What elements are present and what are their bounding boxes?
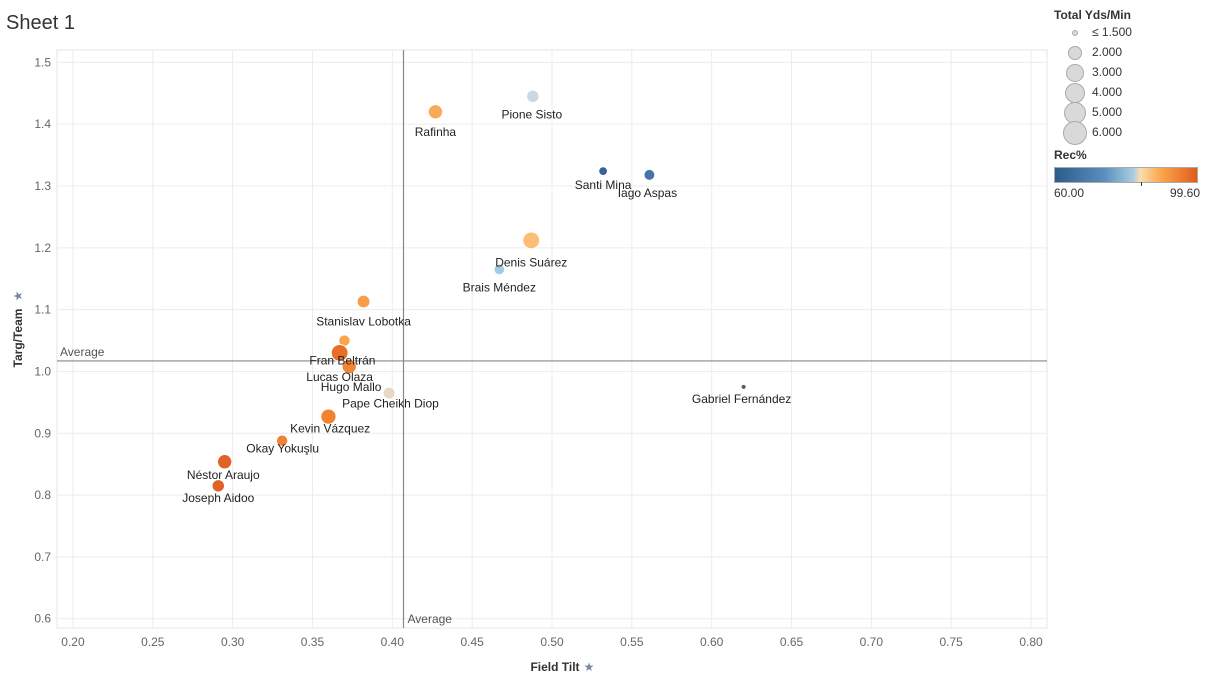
x-tick-label: 0.45 xyxy=(460,635,484,649)
x-tick-label: 0.80 xyxy=(1019,635,1043,649)
size-legend-item: 5.000 xyxy=(1054,101,1204,125)
size-legend-label: 2.000 xyxy=(1092,45,1123,59)
axes-layer: 0.20 0.25 0.30 0.35 0.40 0.45 0.50 0.55 0.60 0.65… xyxy=(11,55,1043,674)
y-tick-label: 1.1 xyxy=(34,303,51,317)
x-tick-label: 0.75 xyxy=(940,635,964,649)
y-tick-label: 1.4 xyxy=(34,117,51,131)
y-tick-label: 0.8 xyxy=(34,488,51,502)
color-ramp-tick xyxy=(1141,182,1142,186)
data-point xyxy=(320,408,337,425)
y-tick-label: 0.7 xyxy=(34,550,51,564)
color-ramp xyxy=(1054,167,1198,186)
size-legend-circle xyxy=(1062,120,1087,146)
size-legend-label: ≤ 1.500 xyxy=(1092,25,1132,39)
color-range: 60.00 99.60 xyxy=(1054,186,1204,202)
size-legend-circle xyxy=(1066,64,1084,82)
y-axis-title: Targ/Team xyxy=(11,309,25,368)
data-point xyxy=(643,168,656,181)
data-point xyxy=(275,434,289,447)
size-legend-circle xyxy=(1067,45,1083,61)
size-legend-circle xyxy=(1065,83,1085,103)
size-legend-item: 3.000 xyxy=(1054,62,1204,82)
data-point xyxy=(341,358,357,375)
size-legend-item: ≤ 1.500 xyxy=(1054,22,1204,42)
x-tick-label: 0.65 xyxy=(780,635,804,649)
point-label: Fran Beltrán xyxy=(309,354,375,368)
x-axis-title: Field Tilt xyxy=(530,660,579,674)
point-label: Hugo Mallo xyxy=(321,380,382,394)
data-point xyxy=(427,104,444,120)
size-legend-item: 4.000 xyxy=(1054,82,1204,103)
y-tick-label: 0.6 xyxy=(34,612,51,626)
x-axis-pin-icon: ★ xyxy=(584,660,595,674)
y-tick-label: 1.0 xyxy=(34,364,51,378)
points-layer xyxy=(211,89,747,493)
point-label: Pione Sisto xyxy=(501,107,562,121)
data-point xyxy=(526,89,540,104)
point-label: Brais Méndez xyxy=(463,280,536,294)
color-min-label: 60.00 xyxy=(1054,186,1085,200)
size-legend-circle xyxy=(1072,30,1078,36)
scatter-chart[interactable]: Average Average Pione Sisto Rafinha Santi M… xyxy=(0,0,1050,685)
size-legend-item: 2.000 xyxy=(1054,42,1204,62)
point-label: Joseph Aidoo xyxy=(182,491,254,505)
point-label: Santi Mina xyxy=(575,178,632,192)
size-legend-label: 3.000 xyxy=(1092,65,1123,79)
y-tick-label: 1.5 xyxy=(34,55,51,69)
color-legend-title: Rec% xyxy=(1054,148,1087,162)
data-point xyxy=(740,383,747,390)
data-point xyxy=(330,343,349,362)
point-label: Gabriel Fernández xyxy=(692,392,791,406)
data-point xyxy=(598,166,609,177)
color-max-label: 99.60 xyxy=(1169,186,1200,200)
x-tick-label: 0.55 xyxy=(620,635,644,649)
y-average-label: Average xyxy=(60,345,105,359)
point-label: Okay Yokuşlu xyxy=(246,442,319,456)
y-axis-pin-icon: ★ xyxy=(11,291,25,302)
x-tick-label: 0.50 xyxy=(540,635,564,649)
x-tick-label: 0.70 xyxy=(860,635,884,649)
legend-panel: Total Yds/Min ≤ 1.500 2.000 3.000 4.000 5.00… xyxy=(1054,8,1204,202)
data-point xyxy=(356,294,371,309)
data-point xyxy=(493,263,506,276)
size-legend-label: 4.000 xyxy=(1092,85,1123,99)
point-label: Iago Aspas xyxy=(618,186,677,200)
x-tick-label: 0.30 xyxy=(221,635,245,649)
x-tick-label: 0.60 xyxy=(700,635,724,649)
x-tick-label: 0.40 xyxy=(381,635,405,649)
data-point xyxy=(522,231,541,250)
data-point xyxy=(382,386,396,400)
size-legend: ≤ 1.500 2.000 3.000 4.000 5.000 6.000 xyxy=(1054,22,1204,146)
data-point xyxy=(211,479,226,493)
size-legend-title: Total Yds/Min xyxy=(1054,8,1131,22)
sheet-title: Sheet 1 xyxy=(6,12,75,34)
y-tick-label: 1.2 xyxy=(34,241,51,255)
point-label: Kevin Vázquez xyxy=(290,422,370,436)
size-legend-label: 6.000 xyxy=(1092,125,1123,139)
y-tick-label: 1.3 xyxy=(34,179,51,193)
point-label: Rafinha xyxy=(415,125,457,139)
point-label: Denis Suárez xyxy=(495,255,567,269)
x-tick-label: 0.35 xyxy=(301,635,325,649)
reference-lines: Average Average xyxy=(57,50,1047,628)
data-point xyxy=(216,454,233,470)
grid-layer xyxy=(56,49,1048,629)
x-tick-label: 0.25 xyxy=(141,635,165,649)
point-label: Néstor Araujo xyxy=(187,468,260,482)
size-legend-label: 5.000 xyxy=(1092,105,1123,119)
size-legend-item: 6.000 xyxy=(1054,120,1204,146)
x-tick-label: 0.20 xyxy=(61,635,85,649)
point-label: Pape Cheikh Diop xyxy=(342,397,439,411)
y-tick-label: 0.9 xyxy=(34,426,51,440)
point-label: Lucas Olaza xyxy=(306,370,373,384)
point-label: Stanislav Lobotka xyxy=(316,315,411,329)
x-average-label: Average xyxy=(408,612,453,626)
